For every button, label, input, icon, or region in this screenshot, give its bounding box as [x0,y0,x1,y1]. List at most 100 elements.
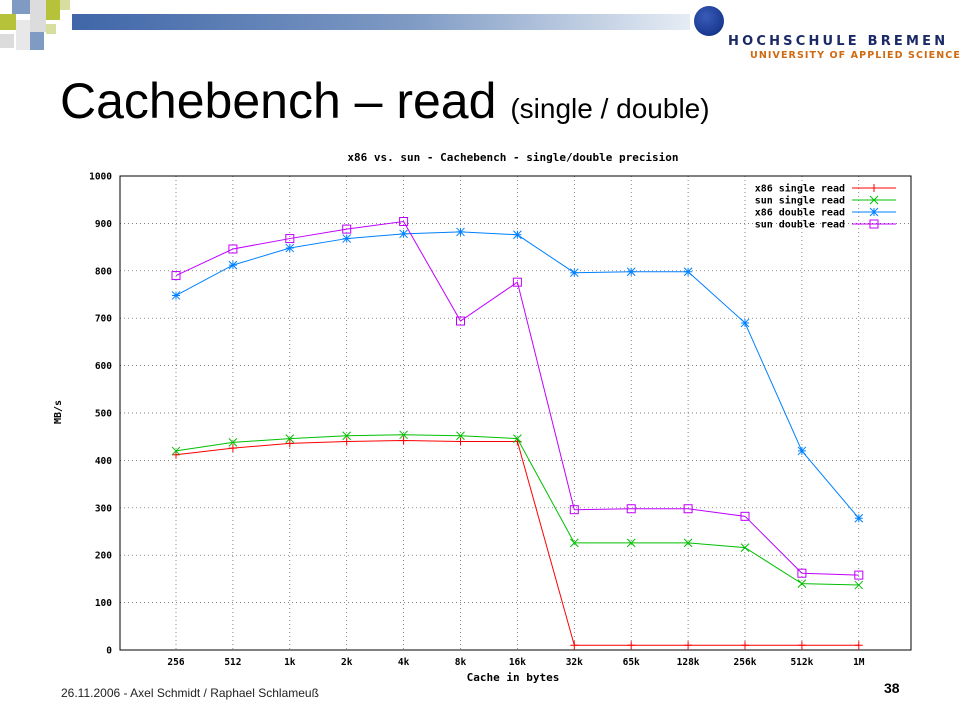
header-band [72,14,690,30]
data-point [513,434,522,443]
legend-marker [869,195,879,205]
series-x86-double-read [171,227,864,523]
slide-footer: 26.11.2006 - Axel Schmidt / Raphael Schl… [61,686,319,700]
series-sun-single-read [171,430,864,590]
series-line [175,220,859,576]
data-point [342,224,352,234]
x-tick-label: 32k [566,657,583,668]
data-point [513,230,522,240]
header-square [30,32,44,50]
data-point [683,538,693,548]
data-point [797,579,807,588]
y-tick-label: 400 [95,456,112,467]
data-point [285,434,295,443]
data-point [854,570,864,580]
page-number: 38 [884,680,900,696]
legend-label: sun single read [755,195,845,207]
legend-label: sun double read [755,220,845,231]
logo-subtitle: UNIVERSITY OF APPLIED SCIENCES [750,50,960,61]
data-point [626,538,636,548]
series-sun-double-read [171,217,864,580]
data-point [740,543,750,552]
data-point [399,436,408,445]
header-square [46,0,60,20]
y-tick-label: 800 [95,266,112,277]
chart-title: x86 vs. sun - Cachebench - single/double… [347,151,678,164]
slide-title: Cachebench – read (single / double) [60,66,710,144]
header-square [0,14,16,30]
plot-frame [119,175,912,651]
data-point [456,437,465,446]
data-point [285,439,294,448]
data-point [741,641,749,650]
legend-marker [869,207,879,217]
header-square [16,20,30,50]
header-square [30,0,46,32]
y-tick-label: 500 [95,409,112,420]
data-point [342,234,352,243]
legend-marker [869,219,879,229]
data-point [797,568,807,578]
y-tick-label: 300 [95,503,112,514]
data-point [456,316,465,326]
x-tick-label: 256k [734,657,757,668]
data-point [569,268,579,278]
y-axis-label: MB/s [53,400,64,424]
legend-marker [870,184,878,192]
data-point [228,444,237,453]
chart-grid [120,176,911,650]
data-point [797,446,807,456]
data-point [456,431,465,441]
header-square [0,34,14,48]
data-point [684,641,693,650]
header-square [12,0,32,14]
data-point [171,271,181,281]
y-tick-labels: 0 100 200 300 400 500 600 700 800 900 1000 [89,172,112,657]
data-point [854,580,864,590]
x-tick-label: 1M [853,657,865,668]
header-square [46,24,56,34]
x-tick-label: 65k [623,657,640,668]
data-point [683,504,693,514]
data-point [342,431,352,441]
y-tick-label: 0 [106,646,112,657]
data-point [569,538,579,548]
data-point [456,227,465,237]
data-point [399,229,408,239]
data-point [285,234,295,244]
x-axis-label: Cache in bytes [467,671,560,684]
y-tick-label: 200 [95,551,112,562]
x-tick-label: 2k [341,657,353,668]
logo-name: HOCHSCHULE BREMEN [728,34,949,49]
x-tick-label: 512 [224,657,241,668]
university-logo: HOCHSCHULE BREMEN UNIVERSITY OF APPLIED … [694,4,960,68]
y-tick-label: 700 [95,314,112,325]
x-tick-label: 1k [284,657,296,668]
data-point [171,291,181,300]
data-point [627,641,636,650]
x-tick-label: 128k [677,657,700,668]
legend-label: x86 single read [755,183,845,195]
data-point [172,450,180,459]
chart: 0 100 200 300 400 500 600 700 800 900 1000 256 512 1… [40,144,930,690]
data-point [854,513,864,523]
chart-axes [119,175,912,651]
data-point [740,511,750,521]
x-tick-label: 256 [167,657,184,668]
data-point [228,244,238,254]
data-point [228,260,238,270]
slide-title-paren: (single / double) [510,93,710,124]
x-tick-label: 8k [455,657,467,668]
data-point [569,505,579,515]
y-tick-label: 900 [95,219,112,230]
x-tick-labels: 256 512 1k 2k 4k 8k 16k 32k 65k 128k 256k 512k 1M [167,657,864,668]
data-point [171,446,181,456]
y-tick-label: 1000 [89,172,112,183]
data-point [399,217,409,227]
data-point [740,318,750,328]
data-point [342,437,351,446]
slide-title-main: Cachebench – read [60,73,511,129]
y-tick-label: 100 [95,598,112,609]
data-point [228,438,238,447]
